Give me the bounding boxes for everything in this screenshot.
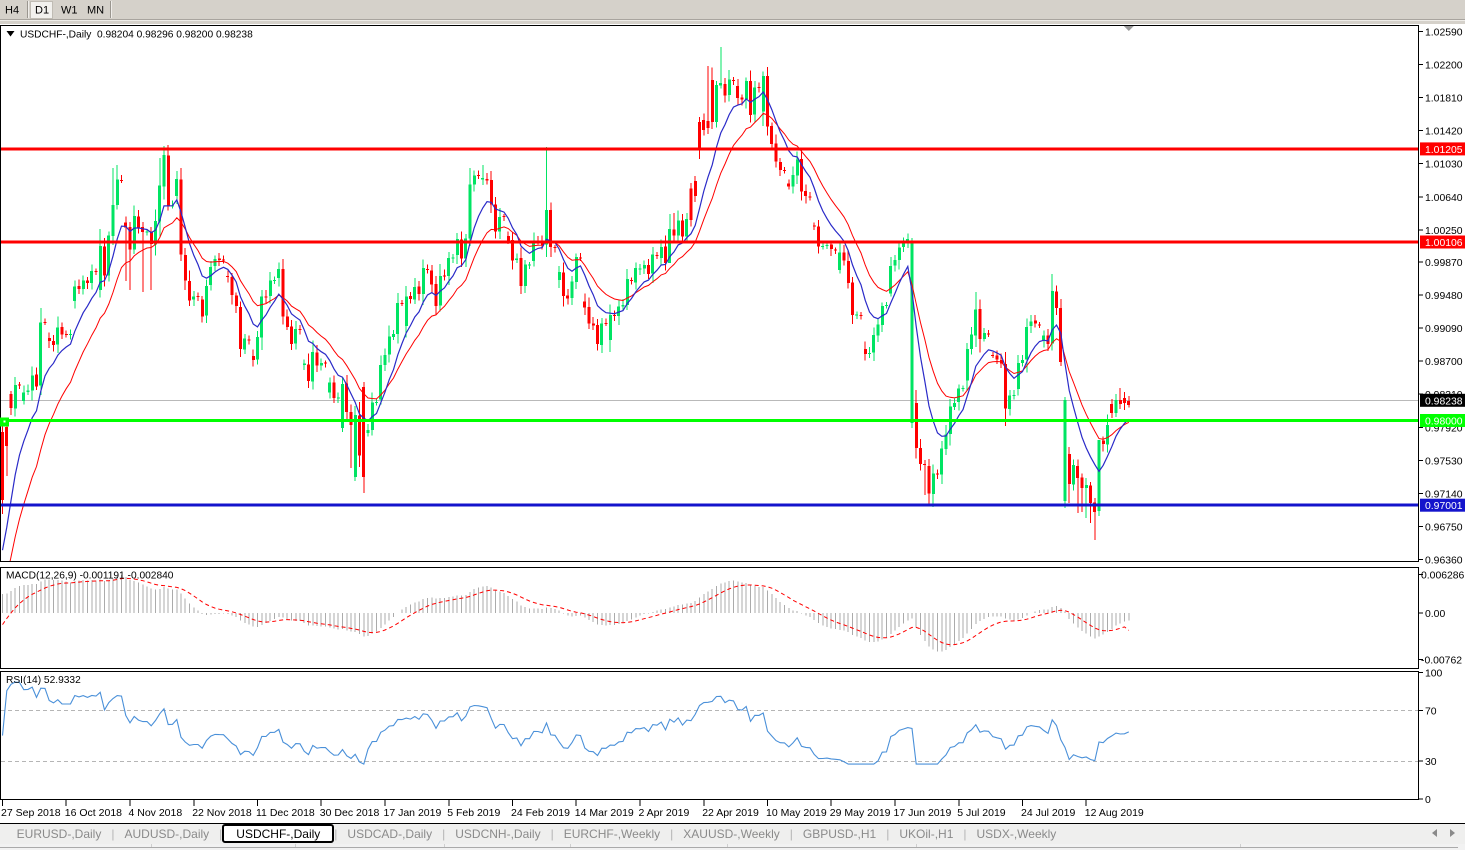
svg-text:1.00106: 1.00106 bbox=[1425, 238, 1463, 249]
svg-text:16 Oct 2018: 16 Oct 2018 bbox=[65, 807, 122, 819]
svg-text:1.02200: 1.02200 bbox=[1425, 61, 1463, 72]
svg-text:12 Aug 2019: 12 Aug 2019 bbox=[1085, 807, 1144, 819]
svg-text:W1: W1 bbox=[61, 5, 78, 17]
svg-text:1.00640: 1.00640 bbox=[1425, 193, 1463, 204]
svg-text:0.96750: 0.96750 bbox=[1425, 522, 1463, 533]
svg-text:0.98000: 0.98000 bbox=[1425, 417, 1463, 428]
svg-text:5 Feb 2019: 5 Feb 2019 bbox=[447, 807, 500, 819]
svg-text:H4: H4 bbox=[5, 5, 19, 17]
svg-text:100: 100 bbox=[1425, 668, 1443, 679]
svg-text:USDCHF-,Daily 0.98204 0.98296: USDCHF-,Daily 0.98204 0.98296 0.98200 0.… bbox=[20, 30, 253, 41]
svg-text:14 Mar 2019: 14 Mar 2019 bbox=[575, 807, 634, 819]
svg-text:D1: D1 bbox=[35, 5, 49, 17]
svg-text:70: 70 bbox=[1425, 706, 1437, 717]
svg-text:0.97001: 0.97001 bbox=[1425, 501, 1463, 512]
svg-text:RSI(14) 52.9332: RSI(14) 52.9332 bbox=[6, 675, 81, 686]
svg-text:10 May 2019: 10 May 2019 bbox=[766, 807, 827, 819]
svg-text:1.00250: 1.00250 bbox=[1425, 226, 1463, 237]
svg-text:1.01810: 1.01810 bbox=[1425, 94, 1463, 105]
svg-text:0.99480: 0.99480 bbox=[1425, 291, 1463, 302]
svg-text:24 Feb 2019: 24 Feb 2019 bbox=[511, 807, 570, 819]
svg-text:0.97530: 0.97530 bbox=[1425, 456, 1463, 467]
svg-text:22 Apr 2019: 22 Apr 2019 bbox=[702, 807, 759, 819]
svg-text:5 Jul 2019: 5 Jul 2019 bbox=[957, 807, 1006, 819]
svg-text:-0.00762: -0.00762 bbox=[1421, 656, 1462, 667]
svg-text:27 Sep 2018: 27 Sep 2018 bbox=[1, 807, 61, 819]
svg-text:0.98700: 0.98700 bbox=[1425, 357, 1463, 368]
svg-text:0.00: 0.00 bbox=[1425, 609, 1445, 620]
svg-text:MN: MN bbox=[87, 5, 104, 17]
svg-text:29 May 2019: 29 May 2019 bbox=[830, 807, 891, 819]
svg-text:22 Nov 2018: 22 Nov 2018 bbox=[192, 807, 252, 819]
svg-text:0.98238: 0.98238 bbox=[1425, 396, 1463, 407]
svg-text:0: 0 bbox=[1425, 795, 1431, 806]
svg-text:0.96360: 0.96360 bbox=[1425, 556, 1463, 567]
svg-text:11 Dec 2018: 11 Dec 2018 bbox=[256, 807, 315, 819]
svg-text:30: 30 bbox=[1425, 757, 1437, 768]
svg-text:0.97140: 0.97140 bbox=[1425, 489, 1463, 500]
svg-text:0.99090: 0.99090 bbox=[1425, 324, 1463, 335]
svg-text:0.99870: 0.99870 bbox=[1425, 258, 1463, 269]
svg-text:1.01205: 1.01205 bbox=[1425, 145, 1463, 156]
svg-text:0.97920: 0.97920 bbox=[1425, 423, 1463, 434]
svg-text:1.02590: 1.02590 bbox=[1425, 28, 1463, 39]
svg-text:17 Jun 2019: 17 Jun 2019 bbox=[894, 807, 952, 819]
svg-text:1.01030: 1.01030 bbox=[1425, 160, 1463, 171]
svg-text:17 Jan 2019: 17 Jan 2019 bbox=[384, 807, 442, 819]
svg-text:MACD(12,26,9) -0.001191 -0.002: MACD(12,26,9) -0.001191 -0.002840 bbox=[6, 571, 174, 582]
svg-text:0.006286: 0.006286 bbox=[1421, 571, 1465, 582]
svg-text:4 Nov 2018: 4 Nov 2018 bbox=[129, 807, 183, 819]
svg-text:24 Jul 2019: 24 Jul 2019 bbox=[1021, 807, 1075, 819]
svg-text:1.01420: 1.01420 bbox=[1425, 127, 1463, 138]
svg-text:30 Dec 2018: 30 Dec 2018 bbox=[320, 807, 380, 819]
svg-text:2 Apr 2019: 2 Apr 2019 bbox=[639, 807, 690, 819]
